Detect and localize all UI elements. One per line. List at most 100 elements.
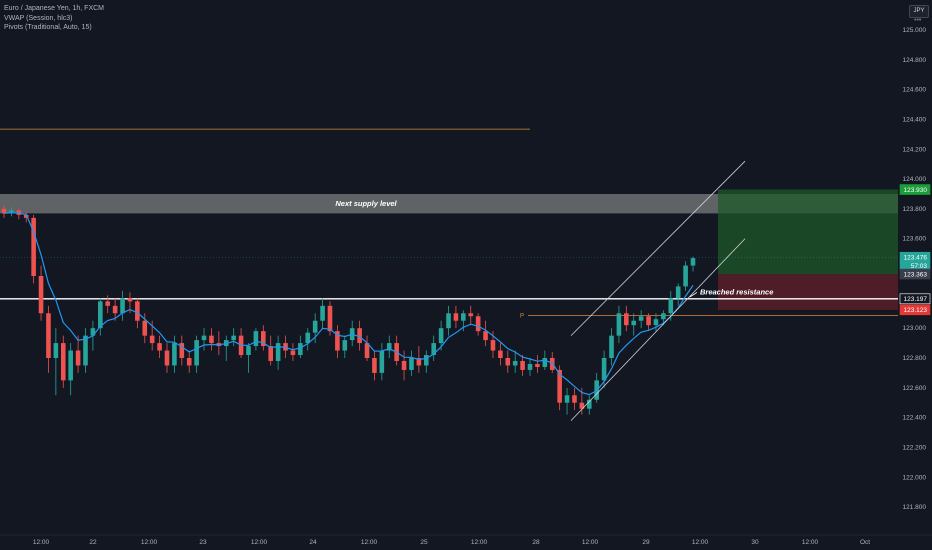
y-tick-label: 124.600	[903, 87, 927, 94]
candle-body[interactable]	[275, 343, 281, 361]
x-tick-label: 12:00	[361, 539, 378, 546]
candle-body[interactable]	[142, 320, 148, 336]
candle-body[interactable]	[423, 355, 429, 366]
candle-body[interactable]	[38, 276, 44, 314]
candle-body[interactable]	[609, 335, 614, 358]
channel-lower-line[interactable]	[570, 238, 746, 421]
candle-body[interactable]	[431, 343, 436, 356]
x-tick-label: 22	[89, 539, 97, 546]
candle-body[interactable]	[579, 402, 585, 409]
channel-upper-line[interactable]	[570, 160, 746, 336]
candle-body[interactable]	[668, 298, 674, 314]
candle-body[interactable]	[305, 332, 311, 344]
candle-body[interactable]	[542, 358, 548, 367]
candle-body[interactable]	[490, 340, 496, 351]
candle-body[interactable]	[624, 313, 629, 326]
candle-body[interactable]	[172, 343, 177, 366]
candle-body[interactable]	[646, 316, 651, 326]
candle-body[interactable]	[401, 360, 407, 370]
candle-body[interactable]	[186, 358, 192, 366]
candle-body[interactable]	[572, 395, 577, 403]
candle-body[interactable]	[498, 350, 503, 358]
candle-body[interactable]	[98, 301, 103, 329]
candle-body[interactable]	[512, 360, 518, 366]
candle-body[interactable]	[23, 214, 29, 218]
candle-body[interactable]	[386, 343, 392, 351]
candle-body[interactable]	[461, 313, 466, 321]
candle-body[interactable]	[527, 363, 533, 370]
candle-body[interactable]	[616, 313, 622, 336]
candle-body[interactable]	[253, 331, 259, 347]
more-dots-icon[interactable]: •••	[914, 17, 922, 24]
candle-body[interactable]	[601, 358, 607, 381]
candle-body[interactable]	[53, 343, 59, 358]
candle-body[interactable]	[631, 320, 637, 326]
candle-body[interactable]	[231, 335, 236, 341]
candle-body[interactable]	[261, 331, 266, 347]
price-tag	[899, 184, 931, 195]
candle-body[interactable]	[342, 340, 348, 351]
candle-body[interactable]	[683, 265, 688, 287]
candle-body[interactable]	[409, 358, 414, 370]
candle-body[interactable]	[46, 313, 51, 358]
candle-body[interactable]	[157, 343, 162, 351]
candle-body[interactable]	[209, 335, 214, 344]
candle-body[interactable]	[453, 313, 459, 321]
candle-body[interactable]	[179, 343, 185, 358]
candle-body[interactable]	[290, 350, 296, 356]
candle-body[interactable]	[135, 301, 140, 321]
candle-body[interactable]	[149, 335, 155, 344]
candle-body[interactable]	[268, 346, 274, 361]
candle-body[interactable]	[675, 286, 681, 299]
candle-body[interactable]	[661, 313, 666, 320]
candle-body[interactable]	[127, 298, 133, 302]
candle-body[interactable]	[475, 316, 481, 332]
candle-body[interactable]	[60, 343, 66, 381]
candle-body[interactable]	[105, 301, 111, 306]
candle-body[interactable]	[379, 350, 385, 373]
candle-body[interactable]	[505, 358, 511, 366]
candle-body[interactable]	[194, 340, 199, 366]
vwap-indicator-label[interactable]: VWAP (Session, hlc3)	[4, 14, 73, 22]
y-tick-label: 124.400	[903, 116, 927, 123]
y-tick-label: 122.000	[903, 474, 927, 481]
candle-body[interactable]	[75, 350, 81, 366]
candle-body[interactable]	[298, 343, 303, 356]
candle-body[interactable]	[586, 399, 592, 409]
candle-body[interactable]	[483, 331, 488, 341]
candle-body[interactable]	[438, 328, 444, 344]
candle-body[interactable]	[68, 350, 73, 381]
candle-body[interactable]	[535, 363, 540, 367]
candle-body[interactable]	[246, 346, 251, 356]
candle-body[interactable]	[327, 305, 333, 332]
candle-body[interactable]	[653, 319, 659, 326]
symbol-title[interactable]: Euro / Japanese Yen, 1h, FXCM	[4, 5, 105, 12]
candle-body[interactable]	[564, 395, 570, 403]
candle-body[interactable]	[557, 369, 562, 403]
candle-body[interactable]	[468, 313, 474, 317]
pivots-indicator-label[interactable]: Pivots (Traditional, Auto, 15)	[4, 24, 92, 31]
candle-body[interactable]	[9, 210, 14, 214]
candle-body[interactable]	[446, 313, 451, 329]
candle-body[interactable]	[1, 208, 7, 214]
candle-body[interactable]	[112, 305, 118, 314]
candle-body[interactable]	[357, 328, 362, 344]
candle-body[interactable]	[335, 331, 340, 351]
candle-body[interactable]	[372, 358, 377, 373]
candle-body[interactable]	[364, 343, 370, 358]
candle-body[interactable]	[83, 335, 88, 366]
candle-body[interactable]	[283, 343, 288, 351]
candle-body[interactable]	[120, 298, 125, 314]
candle-body[interactable]	[320, 305, 325, 321]
candle-body[interactable]	[416, 358, 422, 366]
candle-body[interactable]	[312, 320, 318, 333]
candle-body[interactable]	[164, 350, 170, 366]
candle-body[interactable]	[638, 316, 644, 321]
candle-body[interactable]	[90, 328, 96, 336]
candle-body[interactable]	[31, 217, 36, 276]
candle-body[interactable]	[201, 335, 207, 341]
candle-body[interactable]	[520, 360, 525, 370]
candle-body[interactable]	[690, 258, 696, 266]
currency-badge[interactable]: JPY	[909, 5, 929, 18]
